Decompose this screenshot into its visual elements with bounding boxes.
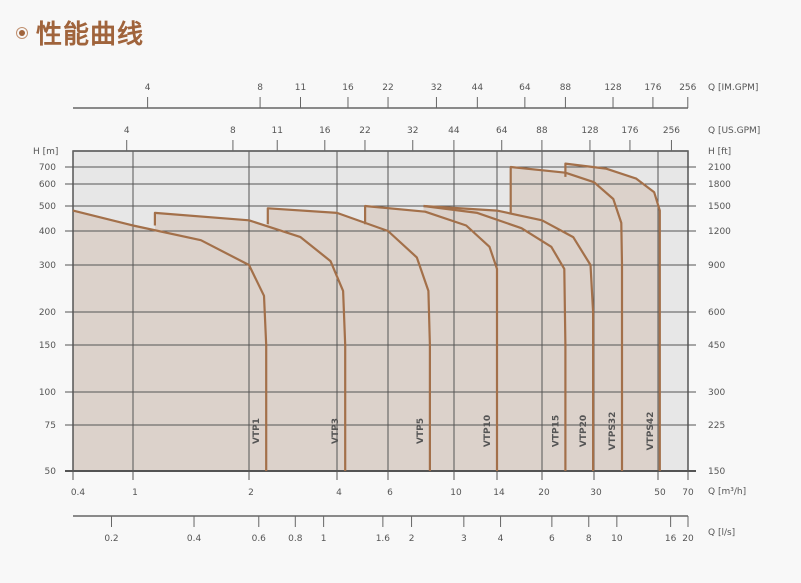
y-tick-label: 500 [39, 202, 56, 212]
ls-axis-tick-label: 1.6 [376, 534, 391, 544]
x-tick-label: 0.4 [71, 488, 86, 498]
curve-vtp3 [153, 211, 347, 471]
ls-axis-tick-label: 3 [461, 534, 467, 544]
x-tick-label: 10 [450, 488, 462, 498]
ls-axis-tick-label: 20 [682, 534, 694, 544]
y-right-tick-label: 300 [708, 388, 725, 398]
imgpm-axis-tick-label: 176 [644, 83, 661, 93]
usgpm-axis-title: Q [US.GPM] [708, 126, 760, 136]
usgpm-axis-tick-label: 11 [272, 126, 283, 136]
y-tick-label: 400 [39, 227, 56, 237]
series-label-vtps32: VTPS32 [608, 412, 618, 451]
x-tick-label: 50 [654, 488, 666, 498]
curve-vtps42 [564, 162, 661, 471]
y-tick-label: 700 [39, 163, 56, 173]
x-tick-label: 30 [590, 488, 602, 498]
ls-axis-title: Q [l/s] [708, 528, 735, 538]
usgpm-axis-tick-label: 4 [124, 126, 130, 136]
curve-vtp20 [423, 204, 595, 471]
series-label-vtp15: VTP15 [551, 415, 561, 447]
ls-axis-tick-label: 16 [665, 534, 677, 544]
series-label-vtp5: VTP5 [416, 418, 426, 444]
usgpm-axis-tick-label: 16 [319, 126, 331, 136]
imgpm-axis-tick-label: 32 [431, 83, 442, 93]
usgpm-axis-tick-label: 176 [621, 126, 638, 136]
y-tick-label: 100 [39, 388, 56, 398]
usgpm-axis-tick-label: 44 [448, 126, 460, 136]
imgpm-axis-tick-label: 8 [257, 83, 263, 93]
ls-axis-tick-label: 1 [321, 534, 327, 544]
y-right-tick-label: 600 [708, 308, 725, 318]
usgpm-axis-tick-label: 8 [230, 126, 236, 136]
series-label-vtp3: VTP3 [331, 418, 341, 444]
imgpm-axis-tick-label: 256 [679, 83, 696, 93]
x-axis-title: Q [m³/h] [708, 487, 746, 497]
imgpm-axis-title: Q [IM.GPM] [708, 83, 758, 93]
series-label-vtp20: VTP20 [579, 415, 589, 447]
x-tick-label: 70 [682, 488, 694, 498]
curve-fill-vtps42 [565, 163, 660, 471]
x-tick-label: 1 [132, 488, 138, 498]
y-right-axis-title: H [ft] [708, 147, 731, 157]
series-label-vtp10: VTP10 [483, 415, 493, 447]
x-tick-label: 2 [248, 488, 254, 498]
usgpm-axis-tick-label: 256 [663, 126, 680, 136]
ls-axis-tick-label: 8 [586, 534, 592, 544]
series-label-vtp1: VTP1 [252, 418, 262, 444]
ls-axis-tick-label: 0.8 [288, 534, 303, 544]
x-tick-label: 20 [538, 488, 550, 498]
usgpm-axis-tick-label: 128 [581, 126, 598, 136]
ls-axis-tick-label: 10 [611, 534, 623, 544]
imgpm-axis-tick-label: 88 [560, 83, 572, 93]
usgpm-axis-tick-label: 32 [407, 126, 418, 136]
y-right-tick-label: 450 [708, 341, 725, 351]
curve-vtp10 [364, 204, 499, 471]
ls-axis-tick-label: 4 [498, 534, 504, 544]
ls-axis-tick-label: 0.4 [187, 534, 202, 544]
usgpm-axis-tick-label: 64 [496, 126, 508, 136]
radio-bullet-icon [16, 26, 28, 39]
x-tick-label: 6 [387, 488, 393, 498]
curve-vtp1 [72, 209, 268, 471]
y-tick-label: 75 [45, 421, 56, 431]
ls-axis-tick-label: 0.2 [104, 534, 118, 544]
x-tick-label: 14 [493, 488, 505, 498]
curve-vtp15 [423, 204, 567, 471]
imgpm-axis-tick-label: 11 [295, 83, 306, 93]
y-right-tick-label: 2100 [708, 163, 731, 173]
y-tick-label: 600 [39, 180, 56, 190]
imgpm-axis-tick-label: 128 [604, 83, 621, 93]
y-tick-label: 150 [39, 341, 56, 351]
y-tick-label: 300 [39, 261, 56, 271]
curve-vtp5 [266, 207, 431, 471]
ls-axis-tick-label: 6 [549, 534, 555, 544]
usgpm-axis-tick-label: 22 [359, 126, 370, 136]
page-title: 性能曲线 [36, 20, 145, 50]
y-tick-label: 50 [45, 467, 57, 477]
y-right-tick-label: 150 [708, 467, 725, 477]
y-right-tick-label: 1800 [708, 180, 731, 190]
y-axis-title: H [m] [33, 147, 58, 157]
y-right-tick-label: 1500 [708, 202, 731, 212]
ls-axis-tick-label: 0.6 [252, 534, 267, 544]
section-header: 性能曲线 [16, 14, 144, 51]
y-right-tick-label: 225 [708, 421, 725, 431]
imgpm-axis-tick-label: 44 [472, 83, 484, 93]
imgpm-axis-tick-label: 4 [145, 83, 151, 93]
y-right-tick-label: 1200 [708, 227, 731, 237]
y-right-tick-label: 900 [708, 261, 725, 271]
curve-vtps32 [509, 165, 624, 471]
usgpm-axis-tick-label: 88 [536, 126, 548, 136]
series-label-vtps42: VTPS42 [646, 412, 656, 451]
imgpm-axis-tick-label: 22 [382, 83, 393, 93]
ls-axis-tick-label: 2 [409, 534, 415, 544]
imgpm-axis-tick-label: 16 [342, 83, 354, 93]
x-tick-label: 4 [336, 488, 342, 498]
imgpm-axis-tick-label: 64 [519, 83, 531, 93]
y-tick-label: 200 [39, 308, 56, 318]
